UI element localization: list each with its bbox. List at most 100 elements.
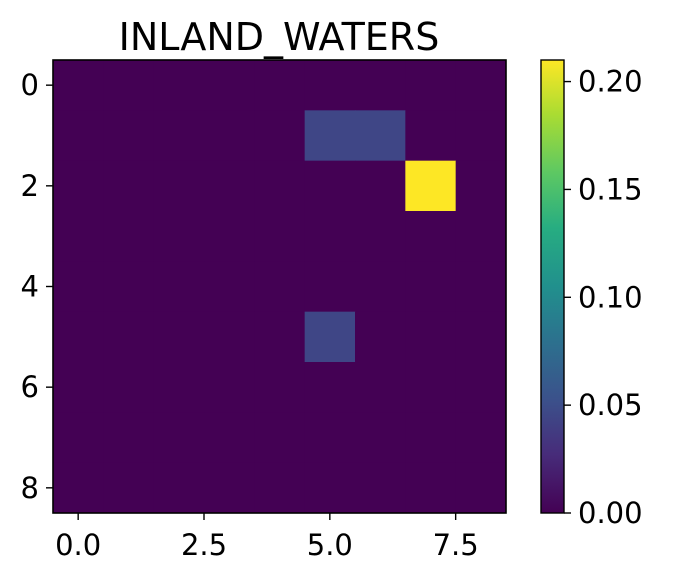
heatmap-cell (455, 110, 507, 162)
heatmap-cell (53, 462, 104, 514)
heatmap-cell (103, 160, 155, 212)
heatmap-cell (204, 362, 255, 413)
heatmap-cell (405, 362, 457, 413)
heatmap-cell (405, 311, 457, 363)
heatmap-cell (355, 160, 406, 212)
heatmap-cell (304, 412, 356, 464)
y-tick-label: 0 (21, 68, 39, 102)
heatmap-cell (103, 412, 155, 464)
heatmap-cell (304, 110, 356, 162)
heatmap-cell (355, 311, 406, 363)
heatmap-cell (455, 462, 507, 514)
heatmap-cell (204, 60, 255, 111)
heatmap-cell (103, 60, 155, 111)
heatmap-cell (153, 311, 205, 363)
heatmap-cell (304, 60, 356, 111)
heatmap-cell (153, 160, 205, 212)
colorbar-tick-label: 0.20 (578, 65, 643, 99)
heatmap-cell (405, 110, 457, 162)
heatmap-cell (355, 211, 406, 262)
y-tick-label: 6 (21, 370, 39, 404)
heatmap-cell (103, 110, 155, 162)
heatmap-cell (455, 60, 507, 111)
heatmap-cell (455, 211, 507, 262)
heatmap-cell (103, 362, 155, 413)
heatmap-cell (304, 261, 356, 313)
heatmap-cell (53, 60, 104, 111)
x-tick-label: 5.0 (307, 528, 353, 562)
heatmap-cell (53, 110, 104, 162)
heatmap-cell (405, 60, 457, 111)
heatmap-cell (204, 261, 255, 313)
heatmap-cell (254, 160, 306, 212)
colorbar-tick-label: 0.05 (578, 388, 643, 422)
heatmap-cell (53, 412, 104, 464)
heatmap-cell (254, 261, 306, 313)
heatmap-cell (355, 261, 406, 313)
heatmap-cell (254, 362, 306, 413)
heatmap-cell (204, 462, 255, 514)
heatmap-cell (254, 462, 306, 514)
heatmap-cell (153, 261, 205, 313)
heatmap-cell (153, 412, 205, 464)
heatmap-cell (405, 160, 457, 212)
heatmap-cell (153, 110, 205, 162)
heatmap-cell (254, 412, 306, 464)
heatmap-cell (204, 211, 255, 262)
heatmap-cells (53, 60, 507, 514)
heatmap-cell (204, 110, 255, 162)
heatmap-cell (153, 211, 205, 262)
y-axis: 0 2 4 6 8 (21, 68, 53, 505)
y-tick-label: 8 (21, 471, 39, 505)
colorbar-tick-label: 0.00 (578, 496, 643, 530)
heatmap-cell (304, 362, 356, 413)
heatmap-cell (153, 362, 205, 413)
heatmap-cell (254, 311, 306, 363)
colorbar-tick-label: 0.15 (578, 172, 643, 206)
x-axis: 0.0 2.5 5.0 7.5 (55, 513, 479, 562)
y-tick-label: 4 (21, 270, 39, 304)
heatmap-cell (355, 362, 406, 413)
x-tick-label: 7.5 (433, 528, 479, 562)
heatmap-cell (153, 462, 205, 514)
heatmap-cell (53, 261, 104, 313)
heatmap-cell (405, 211, 457, 262)
colorbar-axis: 0.00 0.05 0.10 0.15 0.20 (564, 65, 643, 530)
heatmap-cell (254, 60, 306, 111)
x-tick-label: 0.0 (55, 528, 101, 562)
heatmap-cell (103, 261, 155, 313)
heatmap-cell (153, 60, 205, 111)
y-tick-label: 2 (21, 169, 39, 203)
heatmap-cell (355, 412, 406, 464)
heatmap-cell (53, 211, 104, 262)
colorbar-tick-label: 0.10 (578, 280, 643, 314)
heatmap-cell (304, 462, 356, 514)
heatmap-cell (355, 110, 406, 162)
heatmap-cell (455, 362, 507, 413)
chart-title: INLAND_WATERS (119, 15, 440, 59)
heatmap-cell (304, 160, 356, 212)
heatmap-cell (455, 261, 507, 313)
heatmap-cell (355, 60, 406, 111)
heatmap-cell (355, 462, 406, 514)
heatmap-cell (204, 311, 255, 363)
heatmap-cell (304, 311, 356, 363)
heatmap-cell (455, 412, 507, 464)
heatmap-cell (204, 412, 255, 464)
heatmap-cell (455, 311, 507, 363)
heatmap-cell (53, 311, 104, 363)
heatmap-cell (405, 462, 457, 514)
heatmap-cell (204, 160, 255, 212)
heatmap-cell (405, 261, 457, 313)
heatmap-cell (53, 160, 104, 212)
heatmap-cell (53, 362, 104, 413)
heatmap-cell (103, 462, 155, 514)
x-tick-label: 2.5 (181, 528, 227, 562)
heatmap-cell (254, 211, 306, 262)
heatmap-cell (304, 211, 356, 262)
heatmap-cell (103, 211, 155, 262)
heatmap-cell (405, 412, 457, 464)
heatmap-cell (103, 311, 155, 363)
heatmap-cell (254, 110, 306, 162)
